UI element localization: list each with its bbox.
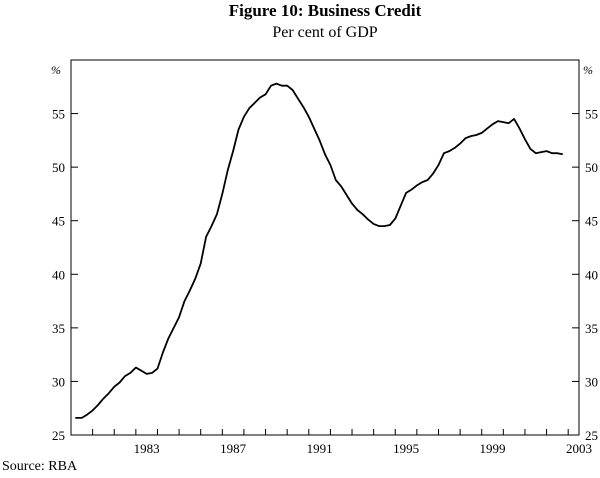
y-tick-label-right: 55 xyxy=(585,107,598,122)
axis-ticks: 25 25 30 30 35 35 40 40 45 45 50 50 55 55 1983 1987 1991… xyxy=(52,107,598,456)
x-tick-label: 1999 xyxy=(480,441,506,456)
y-unit-right: % xyxy=(583,63,593,77)
chart-title: Figure 10: Business Credit xyxy=(229,1,422,20)
series-layer xyxy=(75,82,563,419)
plot-frame xyxy=(70,59,580,436)
x-tick-label: 2003 xyxy=(566,441,592,456)
y-tick-label-right: 50 xyxy=(585,160,598,175)
y-tick-label-right: 30 xyxy=(585,374,598,389)
y-tick-label-left: 25 xyxy=(52,428,65,443)
y-tick-label-left: 50 xyxy=(52,160,65,175)
x-tick-label: 1991 xyxy=(307,441,333,456)
y-tick-label-left: 40 xyxy=(52,267,65,282)
x-tick-label: 1983 xyxy=(134,441,160,456)
y-tick-label-right: 40 xyxy=(585,267,598,282)
x-tick-label: 1995 xyxy=(393,441,419,456)
source-note: Source: RBA xyxy=(2,459,78,474)
y-tick-label-left: 30 xyxy=(52,374,65,389)
chart-subtitle: Per cent of GDP xyxy=(272,24,377,41)
y-unit-left: % xyxy=(51,63,61,77)
y-tick-label-right: 25 xyxy=(585,428,598,443)
y-tick-label-left: 45 xyxy=(52,214,65,229)
y-tick-label-left: 35 xyxy=(52,321,65,336)
y-tick-label-right: 45 xyxy=(585,214,598,229)
y-tick-label-left: 55 xyxy=(52,107,65,122)
x-tick-label: 1987 xyxy=(220,441,247,456)
y-tick-label-right: 35 xyxy=(585,321,598,336)
series-line-0 xyxy=(75,82,563,419)
